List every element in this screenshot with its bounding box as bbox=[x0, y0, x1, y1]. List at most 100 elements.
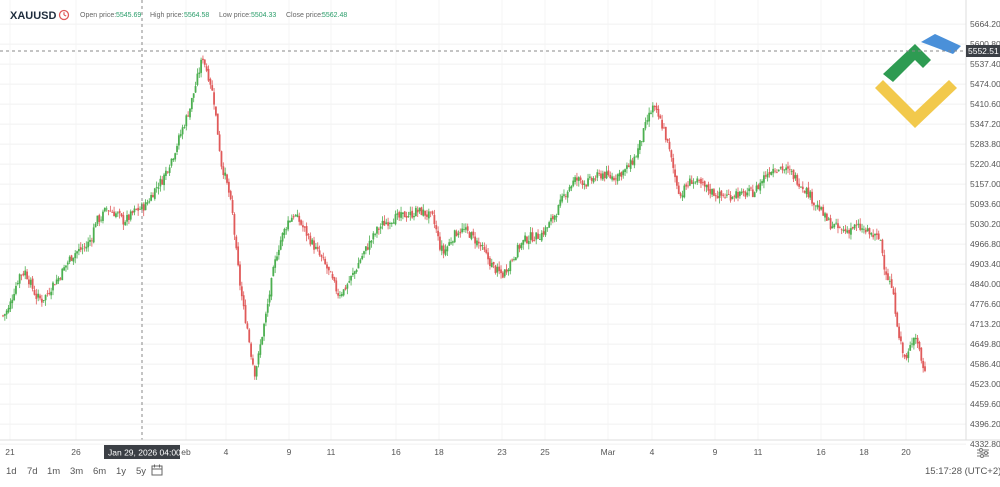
candle bbox=[588, 173, 591, 180]
candle bbox=[218, 130, 221, 152]
candle bbox=[526, 235, 528, 245]
candle bbox=[900, 331, 902, 345]
candle bbox=[98, 213, 101, 227]
candle bbox=[135, 208, 138, 211]
time-axis[interactable]: 21 26 eb 4 9 11 16 18 23 25 Mar 4 9 11 16 18 20 bbox=[5, 447, 911, 457]
candle bbox=[724, 193, 726, 199]
candle bbox=[848, 228, 850, 239]
candle bbox=[546, 227, 549, 232]
candle bbox=[872, 229, 875, 240]
candle bbox=[733, 194, 736, 202]
candle bbox=[252, 354, 254, 366]
candle bbox=[344, 285, 347, 291]
price-axis[interactable]: 5664.20 5600.80 5537.40 5474.00 5410.60 5347.… bbox=[970, 19, 1000, 449]
candle bbox=[722, 193, 725, 198]
candle bbox=[701, 178, 704, 186]
candle bbox=[277, 245, 280, 260]
candle bbox=[657, 105, 660, 120]
candle bbox=[311, 238, 314, 246]
candle bbox=[55, 274, 58, 285]
candle bbox=[887, 268, 889, 281]
candle bbox=[287, 216, 290, 232]
candle bbox=[629, 154, 632, 172]
candle bbox=[89, 234, 91, 246]
time-tick-label: 4 bbox=[224, 447, 229, 457]
candle bbox=[590, 176, 593, 184]
candle bbox=[37, 289, 40, 302]
candle bbox=[335, 277, 338, 295]
high-price-value: 5564.58 bbox=[184, 12, 209, 19]
timeframe-button-7d[interactable]: 7d bbox=[27, 466, 38, 477]
candle bbox=[455, 229, 458, 237]
candle bbox=[242, 291, 245, 310]
candle bbox=[731, 196, 734, 200]
candle bbox=[459, 228, 462, 238]
candle bbox=[840, 228, 843, 235]
candle bbox=[587, 173, 589, 187]
candle bbox=[748, 184, 751, 197]
candle bbox=[118, 208, 121, 219]
candle bbox=[144, 199, 147, 211]
timeframe-button-6m[interactable]: 6m bbox=[93, 466, 106, 477]
candle bbox=[39, 293, 41, 301]
candle bbox=[766, 169, 769, 182]
candle bbox=[100, 216, 103, 223]
timeframe-button-1y[interactable]: 1y bbox=[116, 466, 126, 477]
candle bbox=[659, 114, 662, 119]
candle bbox=[537, 229, 539, 240]
candle bbox=[429, 211, 432, 218]
timeframe-button-1d[interactable]: 1d bbox=[6, 466, 17, 477]
candle bbox=[694, 181, 697, 185]
candle bbox=[346, 282, 349, 295]
candle bbox=[331, 271, 334, 280]
candle bbox=[531, 227, 534, 243]
timeframe-button-5y[interactable]: 5y bbox=[136, 466, 146, 477]
candle bbox=[507, 267, 510, 276]
timeframe-button-1m[interactable]: 1m bbox=[47, 466, 60, 477]
clock-icon[interactable] bbox=[58, 9, 70, 21]
candle bbox=[253, 365, 256, 380]
candle bbox=[822, 204, 825, 217]
candle bbox=[583, 180, 586, 190]
candle bbox=[263, 322, 265, 341]
crosshair-price-label-bg bbox=[966, 45, 1000, 57]
candle bbox=[124, 220, 127, 226]
candle bbox=[518, 243, 521, 253]
candle bbox=[50, 287, 53, 300]
candle bbox=[389, 221, 391, 230]
candle bbox=[327, 266, 330, 276]
candle bbox=[70, 254, 73, 262]
candle bbox=[261, 336, 264, 346]
candle bbox=[911, 337, 913, 348]
time-tick-label: 9 bbox=[287, 447, 292, 457]
calendar-icon[interactable] bbox=[151, 464, 163, 476]
price-tick-label: 5347.20 bbox=[970, 119, 1000, 129]
price-tick-label: 5537.40 bbox=[970, 59, 1000, 69]
candle bbox=[620, 171, 623, 181]
candle bbox=[864, 227, 867, 235]
price-tick-label: 5093.60 bbox=[970, 199, 1000, 209]
candle bbox=[807, 181, 810, 199]
candle bbox=[240, 281, 243, 301]
candle bbox=[268, 290, 271, 307]
candle bbox=[605, 165, 608, 180]
settings-icon[interactable] bbox=[977, 448, 989, 458]
candle bbox=[102, 209, 104, 224]
candle bbox=[916, 334, 919, 348]
candle bbox=[279, 236, 282, 251]
candle bbox=[57, 276, 60, 285]
timeframe-button-3m[interactable]: 3m bbox=[70, 466, 83, 477]
candle bbox=[105, 206, 108, 212]
candle bbox=[533, 236, 536, 242]
candle bbox=[281, 232, 284, 247]
candle bbox=[753, 191, 756, 198]
candle bbox=[72, 257, 75, 265]
candle bbox=[376, 226, 378, 238]
candle bbox=[11, 294, 14, 309]
candle bbox=[677, 182, 680, 195]
candle bbox=[781, 163, 784, 174]
candle bbox=[868, 227, 871, 239]
candle bbox=[566, 190, 569, 203]
